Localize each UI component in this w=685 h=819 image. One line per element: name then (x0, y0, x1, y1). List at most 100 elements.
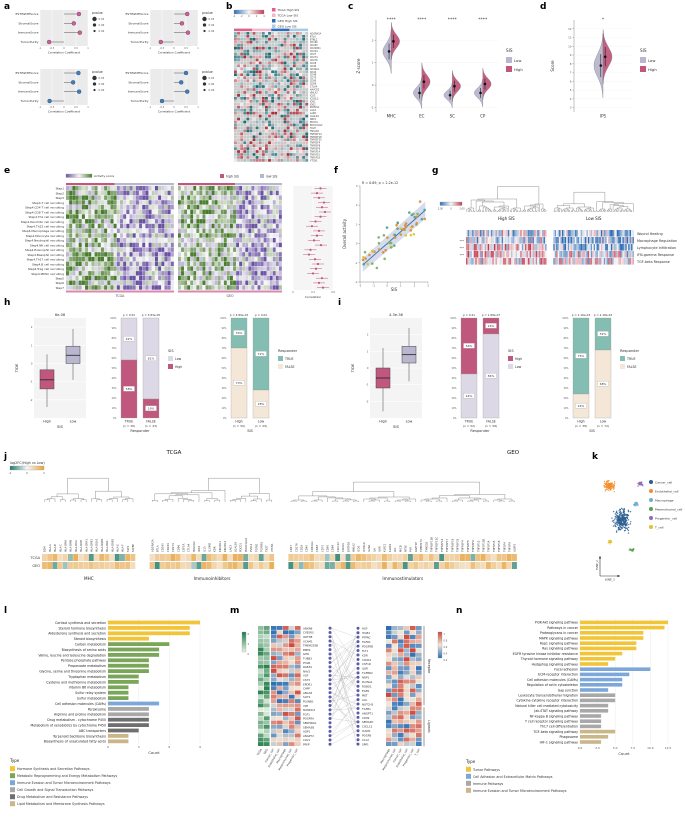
svg-text:Low: Low (70, 420, 77, 424)
svg-text:0.06: 0.06 (209, 23, 215, 27)
svg-text:IL6R: IL6R (378, 546, 382, 552)
svg-text:HLA-DOB: HLA-DOB (79, 540, 83, 552)
svg-text:HLA-DQB1: HLA-DQB1 (100, 538, 104, 552)
svg-text:PLXNA1: PLXNA1 (362, 680, 373, 684)
svg-text:pvalue: pvalue (202, 11, 213, 15)
svg-text:AXL: AXL (362, 698, 368, 702)
svg-text:0: 0 (63, 106, 65, 109)
svg-text:Step4.Basophil recruiting: Step4.Basophil recruiting (28, 253, 65, 257)
svg-text:3: 3 (248, 643, 250, 646)
svg-text:Step4.Th22 cell recruiting: Step4.Th22 cell recruiting (27, 225, 65, 229)
svg-text:100%: 100% (450, 317, 456, 320)
svg-text:Low SIS: Low SIS (586, 216, 602, 221)
svg-text:IDO1: IDO1 (197, 545, 201, 552)
svg-text:-2: -2 (240, 15, 243, 18)
svg-text:0: 0 (173, 106, 175, 109)
svg-text:TNFSF14: TNFSF14 (310, 151, 321, 154)
svg-text:Glycine, serine and threonine: Glycine, serine and threonine metabolism (39, 669, 106, 673)
svg-text:CTLA4: CTLA4 (187, 543, 191, 552)
svg-text:-2: -2 (30, 398, 33, 402)
svg-text:CD40LG: CD40LG (310, 68, 320, 71)
svg-text:0: 0 (367, 366, 369, 370)
svg-text:high SIS: high SIS (226, 175, 239, 179)
svg-text:TNFRSF4: TNFRSF4 (461, 540, 465, 552)
svg-text:Lipid Metabolism and Membrane: Lipid Metabolism and Membrane Synthesis … (17, 802, 105, 806)
svg-text:0: 0 (248, 15, 250, 18)
svg-text:TNFRSF14: TNFRSF14 (310, 133, 322, 136)
svg-text:PDGFB: PDGFB (362, 734, 371, 738)
svg-text:TRUE: TRUE (626, 357, 636, 361)
svg-text:7: 7 (570, 71, 572, 75)
svg-text:-0.5: -0.5 (50, 47, 55, 50)
svg-text:Step4.B cell recruiting: Step4.B cell recruiting (32, 262, 64, 266)
svg-text:HLA-DMB: HLA-DMB (69, 540, 73, 552)
svg-text:(n = 72): (n = 72) (597, 424, 609, 428)
svg-text:90%: 90% (222, 327, 227, 330)
svg-text:30%: 30% (236, 331, 243, 335)
panel-letter-f: f (334, 166, 338, 176)
svg-text:(n = 52): (n = 52) (463, 424, 475, 428)
svg-text:NRP1: NRP1 (362, 676, 369, 680)
svg-text:EC: EC (419, 114, 425, 119)
svg-text:(n = 36): (n = 36) (123, 424, 135, 428)
svg-text:5: 5 (570, 88, 572, 92)
svg-text:Low: Low (175, 357, 182, 361)
svg-text:ENTPD1: ENTPD1 (346, 541, 350, 552)
svg-text:ICAM1: ICAM1 (362, 729, 371, 733)
svg-text:tSNE_2: tSNE_2 (596, 560, 599, 570)
svg-text:HHLA2: HHLA2 (310, 91, 318, 94)
svg-text:IL6: IL6 (372, 548, 376, 552)
svg-text:FALSE: FALSE (486, 420, 496, 424)
svg-text:NAV2: NAV2 (303, 669, 311, 673)
panel-letter-e: e (4, 166, 11, 176)
svg-text:NT5E: NT5E (404, 545, 408, 552)
panel-j: log2FC(High vs Low) -2 0 2 B2M HLA-A HLA-B HLA-… (8, 458, 596, 612)
svg-text:3: 3 (138, 745, 140, 749)
svg-text:High SIS: High SIS (498, 216, 515, 221)
svg-text:44%: 44% (466, 394, 473, 398)
svg-text:UBXN6: UBXN6 (303, 626, 313, 630)
svg-text:90%: 90% (452, 327, 457, 330)
svg-text:58%: 58% (126, 387, 133, 391)
svg-text:0%: 0% (113, 417, 116, 420)
svg-text:Sulfur metabolism: Sulfur metabolism (77, 696, 106, 700)
svg-text:SIS: SIS (168, 349, 174, 353)
svg-text:FALSE: FALSE (627, 365, 637, 369)
svg-text:10%: 10% (112, 407, 117, 410)
svg-text:0.09: 0.09 (99, 29, 105, 33)
svg-text:1: 1 (356, 222, 358, 226)
svg-text:60%: 60% (564, 357, 569, 360)
svg-text:TNFSF4: TNFSF4 (502, 542, 506, 552)
svg-text:ImmuneScore: ImmuneScore (128, 31, 149, 35)
panel-i-chart: -2 -1 0 1 2 High Low 4.3e-36 SIS TIDE 0% 10% 20% 30% 4… (350, 313, 640, 456)
svg-text:TNFRSF25: TNFRSF25 (456, 538, 460, 552)
svg-text:High: High (514, 67, 523, 72)
svg-text:p = 1.16e-03: p = 1.16e-03 (572, 313, 591, 317)
svg-text:70%: 70% (236, 381, 243, 385)
svg-text:CSF1R: CSF1R (362, 662, 371, 666)
svg-text:TNFSF14: TNFSF14 (487, 540, 491, 552)
svg-text:CSF1R: CSF1R (182, 543, 186, 552)
svg-text:Step4.NK cell recruiting: Step4.NK cell recruiting (30, 243, 64, 247)
svg-text:CD27: CD27 (289, 545, 293, 552)
svg-text:High: High (379, 420, 387, 424)
svg-text:Score: Score (550, 60, 555, 72)
panel-letter-j: j (4, 452, 8, 462)
svg-text:IL10: IL10 (202, 546, 206, 552)
svg-text:6: 6 (168, 745, 170, 749)
svg-text:ImmuneScore: ImmuneScore (128, 90, 149, 94)
svg-text:SIS: SIS (640, 48, 647, 53)
svg-text:ODF3B: ODF3B (303, 635, 312, 639)
svg-text:30%: 30% (564, 387, 569, 390)
svg-text:0.03: 0.03 (209, 17, 215, 21)
svg-text:GEO High SIS: GEO High SIS (278, 19, 298, 23)
svg-text:SEMA4D: SEMA4D (362, 720, 373, 724)
svg-text:FGF1: FGF1 (303, 712, 310, 716)
svg-text:60%: 60% (222, 357, 227, 360)
svg-text:PDCD1LG2: PDCD1LG2 (310, 124, 323, 127)
svg-text:Macrophage: Macrophage (655, 499, 674, 503)
svg-text:RAB34: RAB34 (303, 665, 312, 669)
svg-text:Biosynthesis of amino acids: Biosynthesis of amino acids (62, 648, 107, 652)
svg-text:0: 0 (292, 291, 294, 294)
svg-text:Valine, leucine and isoleucine: Valine, leucine and isoleucine degradati… (38, 653, 106, 657)
